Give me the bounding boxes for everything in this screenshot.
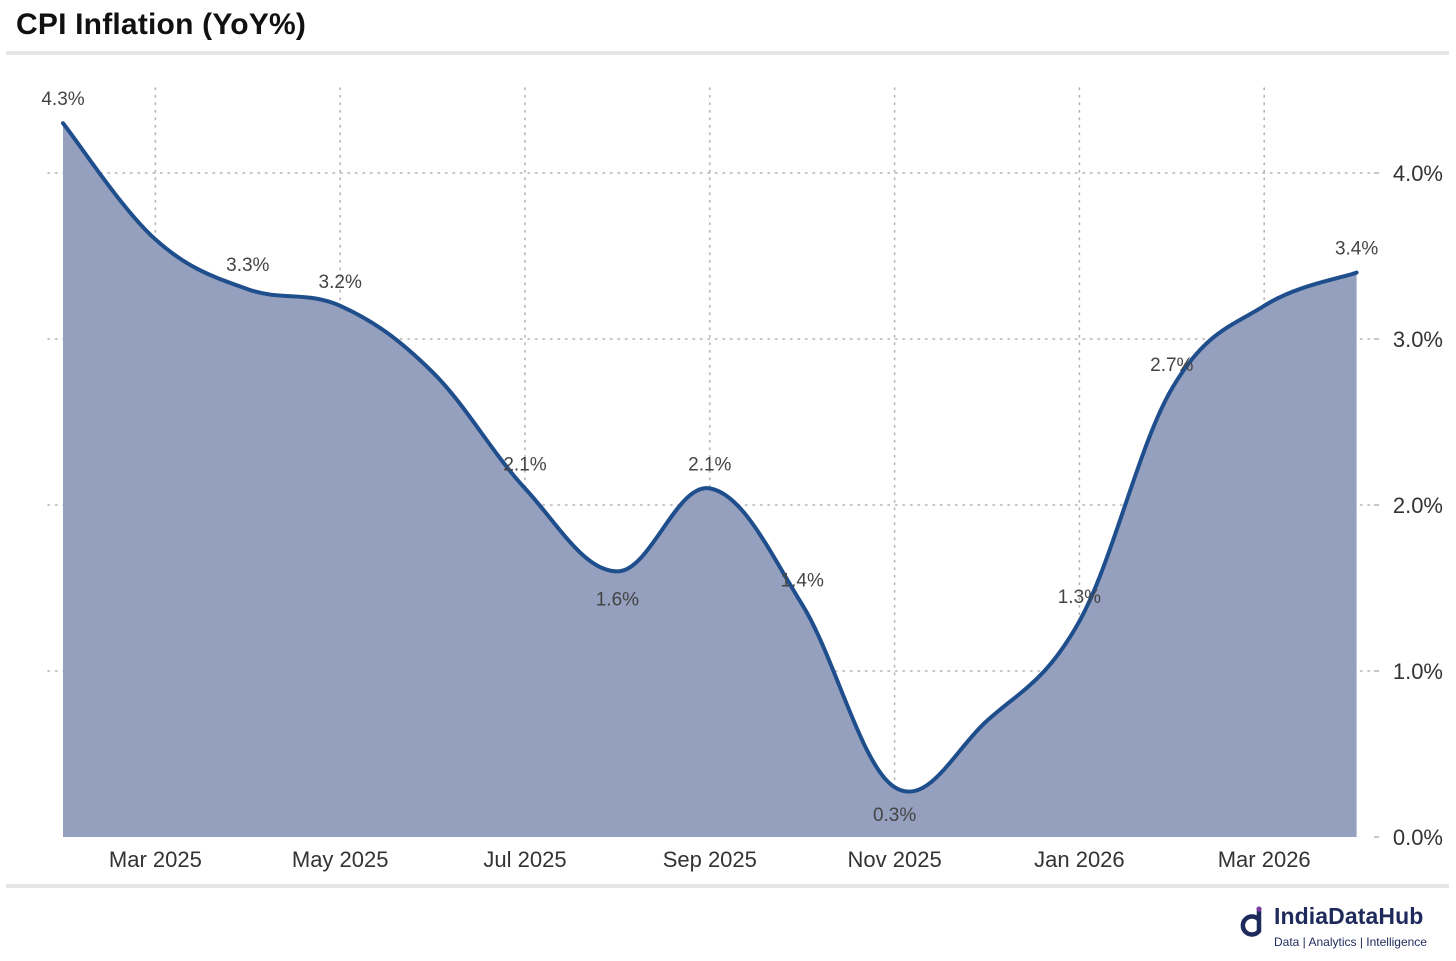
y-tick-label: 4.0% [1393, 161, 1443, 186]
data-point [430, 369, 436, 375]
chart-title: CPI Inflation (YoY%) [16, 8, 307, 41]
data-point [60, 120, 66, 126]
data-label: 3.3% [226, 255, 269, 276]
brand-logo: IndiaDataHub Data | Analytics | Intellig… [1240, 903, 1450, 955]
data-label: 1.6% [596, 589, 639, 610]
data-point [245, 286, 251, 292]
x-tick-label: Nov 2025 [848, 847, 942, 872]
data-point [1261, 303, 1267, 309]
data-point [614, 568, 620, 574]
data-point [1169, 386, 1175, 392]
x-tick-label: Mar 2025 [109, 847, 202, 872]
data-label: 0.3% [873, 805, 916, 826]
brand-name: IndiaDataHub [1274, 903, 1424, 929]
brand-tagline: Data | Analytics | Intelligence [1274, 935, 1427, 949]
top-divider [6, 51, 1449, 55]
data-label: 4.3% [41, 89, 84, 110]
data-label: 2.1% [688, 454, 731, 475]
data-point [152, 236, 158, 242]
y-tick-label: 3.0% [1393, 327, 1443, 352]
data-label: 3.2% [319, 272, 362, 293]
x-tick-label: Jan 2026 [1034, 847, 1125, 872]
data-point [1076, 618, 1082, 624]
data-point [984, 718, 990, 724]
data-point [1354, 270, 1360, 276]
data-point [707, 485, 713, 491]
series-line [61, 121, 1359, 794]
x-tick-label: May 2025 [292, 847, 389, 872]
x-tick-label: Mar 2026 [1218, 847, 1311, 872]
bottom-divider [6, 884, 1449, 888]
data-label: 3.4% [1335, 239, 1378, 260]
data-point [337, 303, 343, 309]
y-tick-label: 0.0% [1393, 825, 1443, 850]
data-point [892, 784, 898, 790]
data-point [522, 485, 528, 491]
area-fill [63, 123, 1357, 837]
indiadatahub-logo-icon [1240, 906, 1262, 937]
data-label: 2.7% [1150, 355, 1193, 376]
x-tick-label: Sep 2025 [663, 847, 757, 872]
y-tick-label: 2.0% [1393, 493, 1443, 518]
x-tick-label: Jul 2025 [483, 847, 566, 872]
data-point [799, 602, 805, 608]
y-tick-label: 1.0% [1393, 659, 1443, 684]
data-label: 2.1% [503, 454, 546, 475]
data-label: 1.4% [781, 571, 824, 592]
data-label: 1.3% [1058, 587, 1101, 608]
